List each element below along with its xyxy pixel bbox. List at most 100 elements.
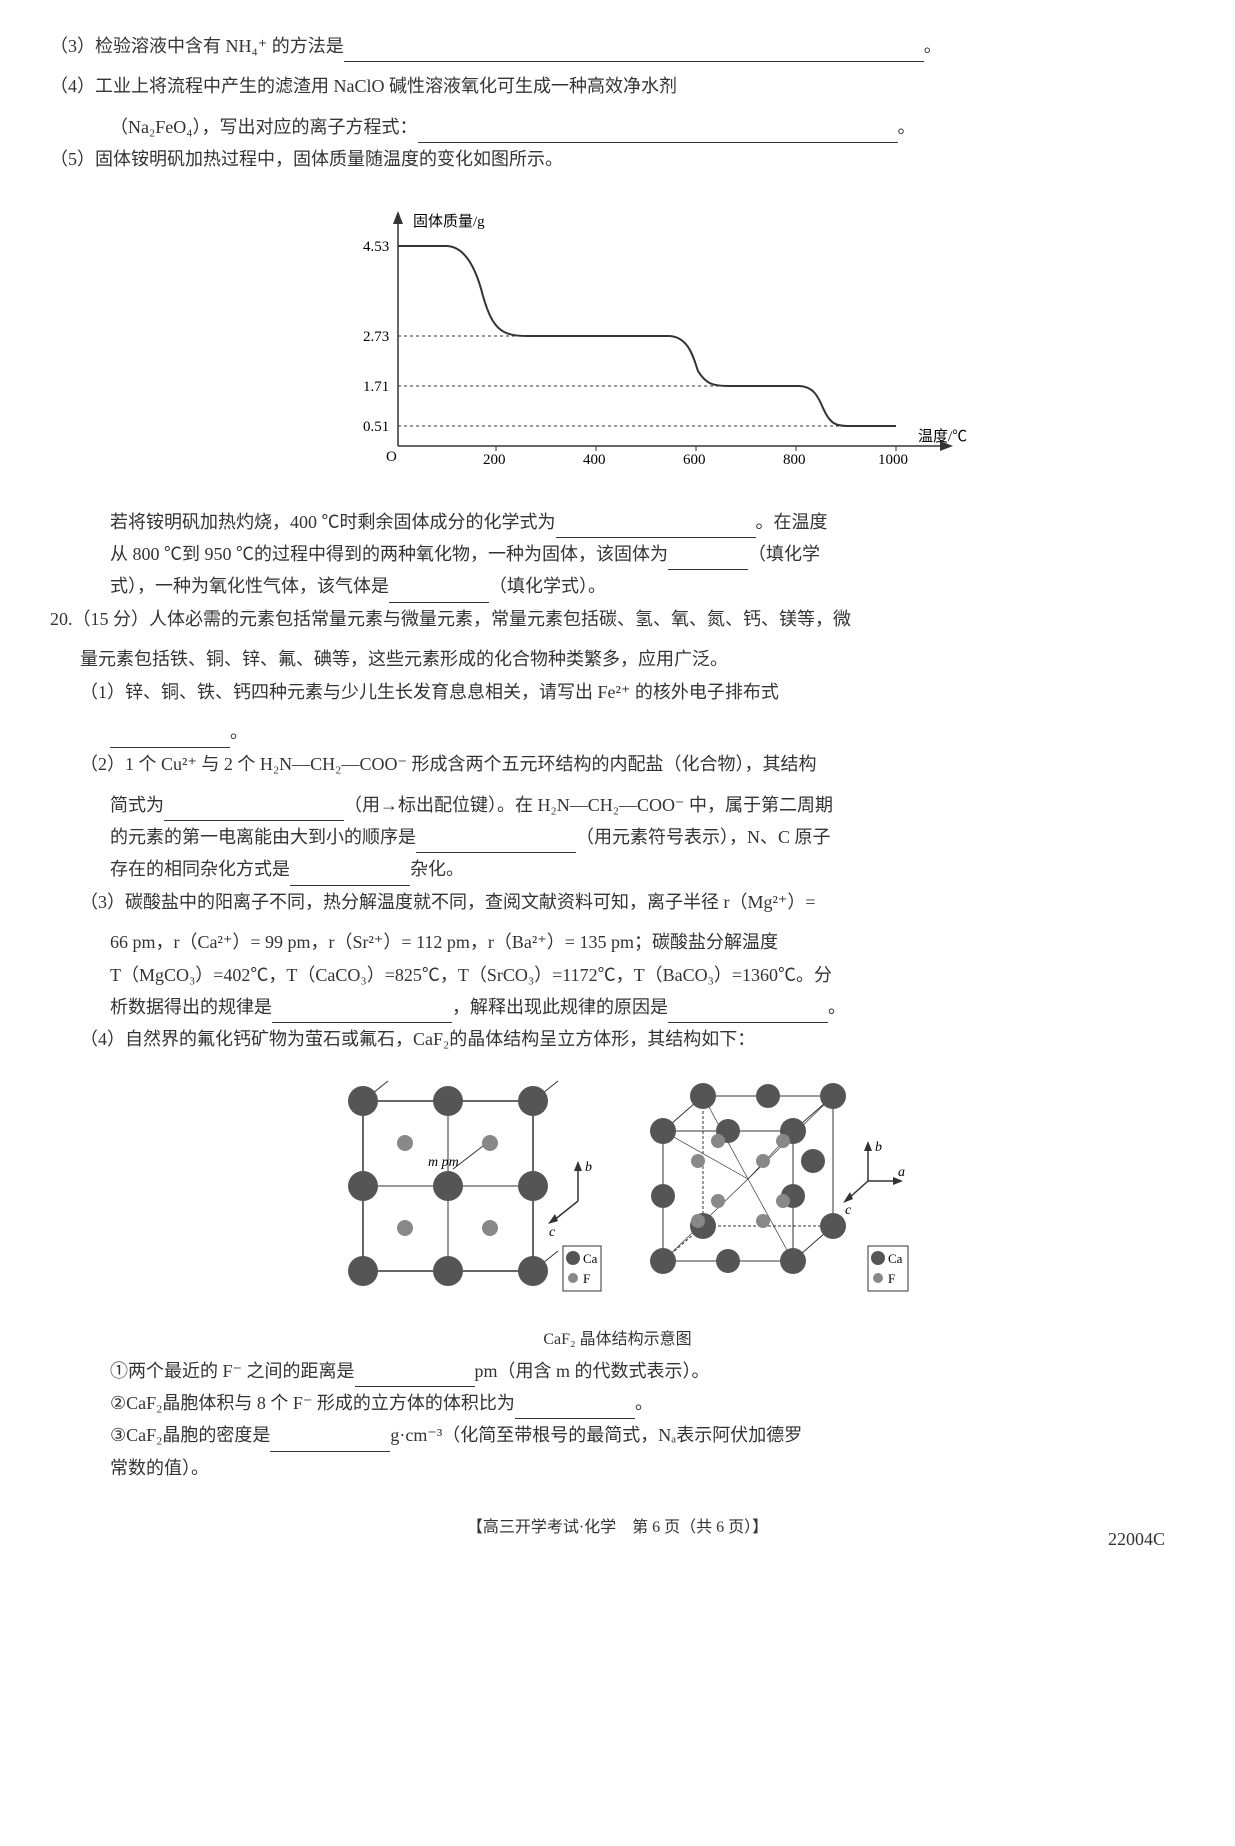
q3-text: （3）检验溶液中含有 NH₄⁺ 的方法是 [50,36,344,56]
axis-c-right: c [845,1203,852,1218]
q20-sub2-l2t: 简式为 [110,795,164,815]
axis-a-right: a [898,1165,905,1180]
q20-sub1-blank: 。 [50,716,1185,748]
q20-sub3-l1: （3）碳酸盐中的阳离子不同，热分解温度就不同，查阅文献资料可知，离子半径 r（M… [80,892,816,912]
origin-label: O [386,449,397,465]
q20-intro: 20.（15 分）人体必需的元素包括常量元素与微量元素，常量元素包括碳、氢、氧、… [50,609,851,629]
q20-sub3-l2t: 66 pm，r（Ca²⁺）= 99 pm，r（Sr²⁺）= 112 pm，r（B… [110,932,778,952]
q20-sub2-l3: 的元素的第一电离能由大到小的顺序是 （用元素符号表示），N、C 原子 [50,821,1185,853]
sub2-blank3 [290,864,410,886]
q20-sub4-item4: 常数的值）。 [50,1452,1185,1484]
ytick-051: 0.51 [363,419,389,435]
chart-svg: 固体质量/g 4.53 2.73 1.71 0.51 O 200 400 600… [268,196,968,486]
crystal-structures: m pm b c Ca F [50,1071,1185,1311]
crystal-caption: CaF₂ 晶体结构示意图 [50,1326,1185,1355]
q5-blank3 [389,581,489,603]
question-4-cont: （Na₂FeO₄），写出对应的离子方程式： 。 [50,111,1185,143]
q5-blank1 [556,516,756,538]
legend-f-left: F [583,1271,590,1286]
item3-mid: g·cm⁻³（化简至带根号的最简式，Nₐ表示阿伏加德罗 [390,1425,802,1445]
item1-end: pm（用含 m 的代数式表示）。 [475,1361,710,1381]
axis-b-right: b [875,1140,882,1155]
item3-blank [270,1430,390,1452]
item2-text: ②CaF₂晶胞体积与 8 个 F⁻ 形成的立方体的体积比为 [110,1393,515,1413]
q5-text3: 从 800 ℃到 950 ℃的过程中得到的两种氧化物，一种为固体，该固体为 [110,544,668,564]
q5-analysis2: 从 800 ℃到 950 ℃的过程中得到的两种氧化物，一种为固体，该固体为 （填化… [50,538,1185,570]
question-20: 20.（15 分）人体必需的元素包括常量元素与微量元素，常量元素包括碳、氢、氧、… [50,603,1185,635]
q5-text3-end: （填化学 [748,544,820,564]
q20-sub3-l4t: 析数据得出的规律是 [110,997,272,1017]
item2-end: 。 [635,1393,653,1413]
temperature-chart: 固体质量/g 4.53 2.73 1.71 0.51 O 200 400 600… [50,196,1185,486]
q20-intro2-text: 量元素包括铁、铜、锌、氟、碘等，这些元素形成的化合物种类繁多，应用广泛。 [80,649,728,669]
sub2-blank2 [416,832,576,854]
q4-line1: （4）工业上将流程中产生的滤渣用 NaClO 碱性溶液氧化可生成一种高效净水剂 [50,76,677,96]
q5-text: （5）固体铵明矾加热过程中，固体质量随温度的变化如图所示。 [50,149,563,169]
q5-text4: 式），一种为氧化性气体，该气体是 [110,576,389,596]
q20-sub2-l2m: （用→标出配位键）。在 H₂N—CH₂—COO⁻ 中，属于第二周期 [344,795,833,815]
q5-text2-end: 。在温度 [756,512,828,532]
q20-intro2: 量元素包括铁、铜、锌、氟、碘等，这些元素形成的化合物种类繁多，应用广泛。 [50,643,1185,675]
q5-text2: 若将铵明矾加热灼烧，400 ℃时剩余固体成分的化学式为 [110,512,556,532]
ytick-273: 2.73 [363,329,389,345]
item1-blank [355,1365,475,1387]
q20-sub4-text: （4）自然界的氟化钙矿物为萤石或氟石，CaF₂的晶体结构呈立方体形，其结构如下： [80,1029,755,1049]
legend-f-right: F [888,1271,895,1286]
q20-sub3-l2: 66 pm，r（Ca²⁺）= 99 pm，r（Sr²⁺）= 112 pm，r（B… [50,926,1185,958]
q20-sub4-item1: ①两个最近的 F⁻ 之间的距离是 pm（用含 m 的代数式表示）。 [50,1355,1185,1387]
question-5: （5）固体铵明矾加热过程中，固体质量随温度的变化如图所示。 [50,143,1185,175]
q20-sub3-l4e: 。 [828,997,846,1017]
item3-text: ③CaF₂晶胞的密度是 [110,1425,270,1445]
footer-text: 【高三开学考试·化学 第 6 页（共 6 页）】 [467,1519,768,1536]
item1-text: ①两个最近的 F⁻ 之间的距离是 [110,1361,355,1381]
q20-sub2-l4t: 存在的相同杂化方式是 [110,859,290,879]
xtick-600: 600 [683,452,706,468]
q20-sub1-text: （1）锌、铜、铁、钙四种元素与少儿生长发育息息相关，请写出 Fe²⁺ 的核外电子… [80,682,779,702]
q5-analysis3: 式），一种为氧化性气体，该气体是 （填化学式）。 [50,570,1185,602]
q20-sub2-l4: 存在的相同杂化方式是杂化。 [50,853,1185,885]
xtick-800: 800 [783,452,806,468]
ylabel: 固体质量/g [413,213,485,230]
q20-sub3-l3t: T（MgCO₃）=402℃，T（CaCO₃）=825℃，T（SrCO₃）=117… [110,965,832,985]
q20-sub2-l1: （2）1 个 Cu²⁺ 与 2 个 H₂N—CH₂—COO⁻ 形成含两个五元环结… [80,754,816,774]
q20-sub2-l3t: 的元素的第一电离能由大到小的顺序是 [110,827,416,847]
q20-sub3: （3）碳酸盐中的阳离子不同，热分解温度就不同，查阅文献资料可知，离子半径 r（M… [50,886,1185,918]
q4-blank [418,122,898,144]
q20-sub4-item3: ③CaF₂晶胞的密度是 g·cm⁻³（化简至带根号的最简式，Nₐ表示阿伏加德罗 [50,1419,1185,1451]
q20-sub4-item2: ②CaF₂晶胞体积与 8 个 F⁻ 形成的立方体的体积比为 。 [50,1387,1185,1419]
xtick-400: 400 [583,452,606,468]
q20-sub2: （2）1 个 Cu²⁺ 与 2 个 H₂N—CH₂—COO⁻ 形成含两个五元环结… [50,748,1185,780]
ytick-453: 4.53 [363,239,389,255]
q5-blank2 [668,549,748,571]
q4-line2: （Na₂FeO₄），写出对应的离子方程式： [110,117,418,137]
q20-sub3-l3: T（MgCO₃）=402℃，T（CaCO₃）=825℃，T（SrCO₃）=117… [50,959,1185,991]
item2-blank [515,1398,635,1420]
q20-sub1: （1）锌、铜、铁、钙四种元素与少儿生长发育息息相关，请写出 Fe²⁺ 的核外电子… [50,676,1185,708]
crystal-right: b a c Ca F [623,1071,913,1311]
sub1-blank [110,727,230,749]
legend-ca-left: Ca [583,1251,598,1266]
q20-sub3-l4m: ，解释出现此规律的原因是 [452,997,668,1017]
q3-end: 。 [924,36,942,56]
item4-text: 常数的值）。 [110,1458,209,1478]
q20-sub2-l2: 简式为 （用→标出配位键）。在 H₂N—CH₂—COO⁻ 中，属于第二周期 [50,789,1185,821]
q20-sub3-l4: 析数据得出的规律是 ，解释出现此规律的原因是 。 [50,991,1185,1023]
sub2-blank1 [164,799,344,821]
q3-blank [344,41,924,63]
q4-end: 。 [898,117,916,137]
q20-sub4: （4）自然界的氟化钙矿物为萤石或氟石，CaF₂的晶体结构呈立方体形，其结构如下： [50,1023,1185,1055]
xtick-1000: 1000 [878,452,908,468]
ytick-171: 1.71 [363,379,389,395]
sub3-blank1 [272,1002,452,1024]
question-3: （3）检验溶液中含有 NH₄⁺ 的方法是 。 [50,30,1185,62]
question-4: （4）工业上将流程中产生的滤渣用 NaClO 碱性溶液氧化可生成一种高效净水剂 [50,70,1185,102]
crystal-left: m pm b c Ca F [323,1071,603,1311]
axis-c-left: c [549,1225,556,1240]
footer-code-text: 22004C [1108,1529,1165,1549]
legend-ca-right: Ca [888,1251,903,1266]
sub3-blank2 [668,1002,828,1024]
axis-b-left: b [585,1160,592,1175]
q5-text4-end: （填化学式）。 [489,576,606,596]
xtick-200: 200 [483,452,506,468]
q20-sub2-l3e: （用元素符号表示），N、C 原子 [576,827,831,847]
